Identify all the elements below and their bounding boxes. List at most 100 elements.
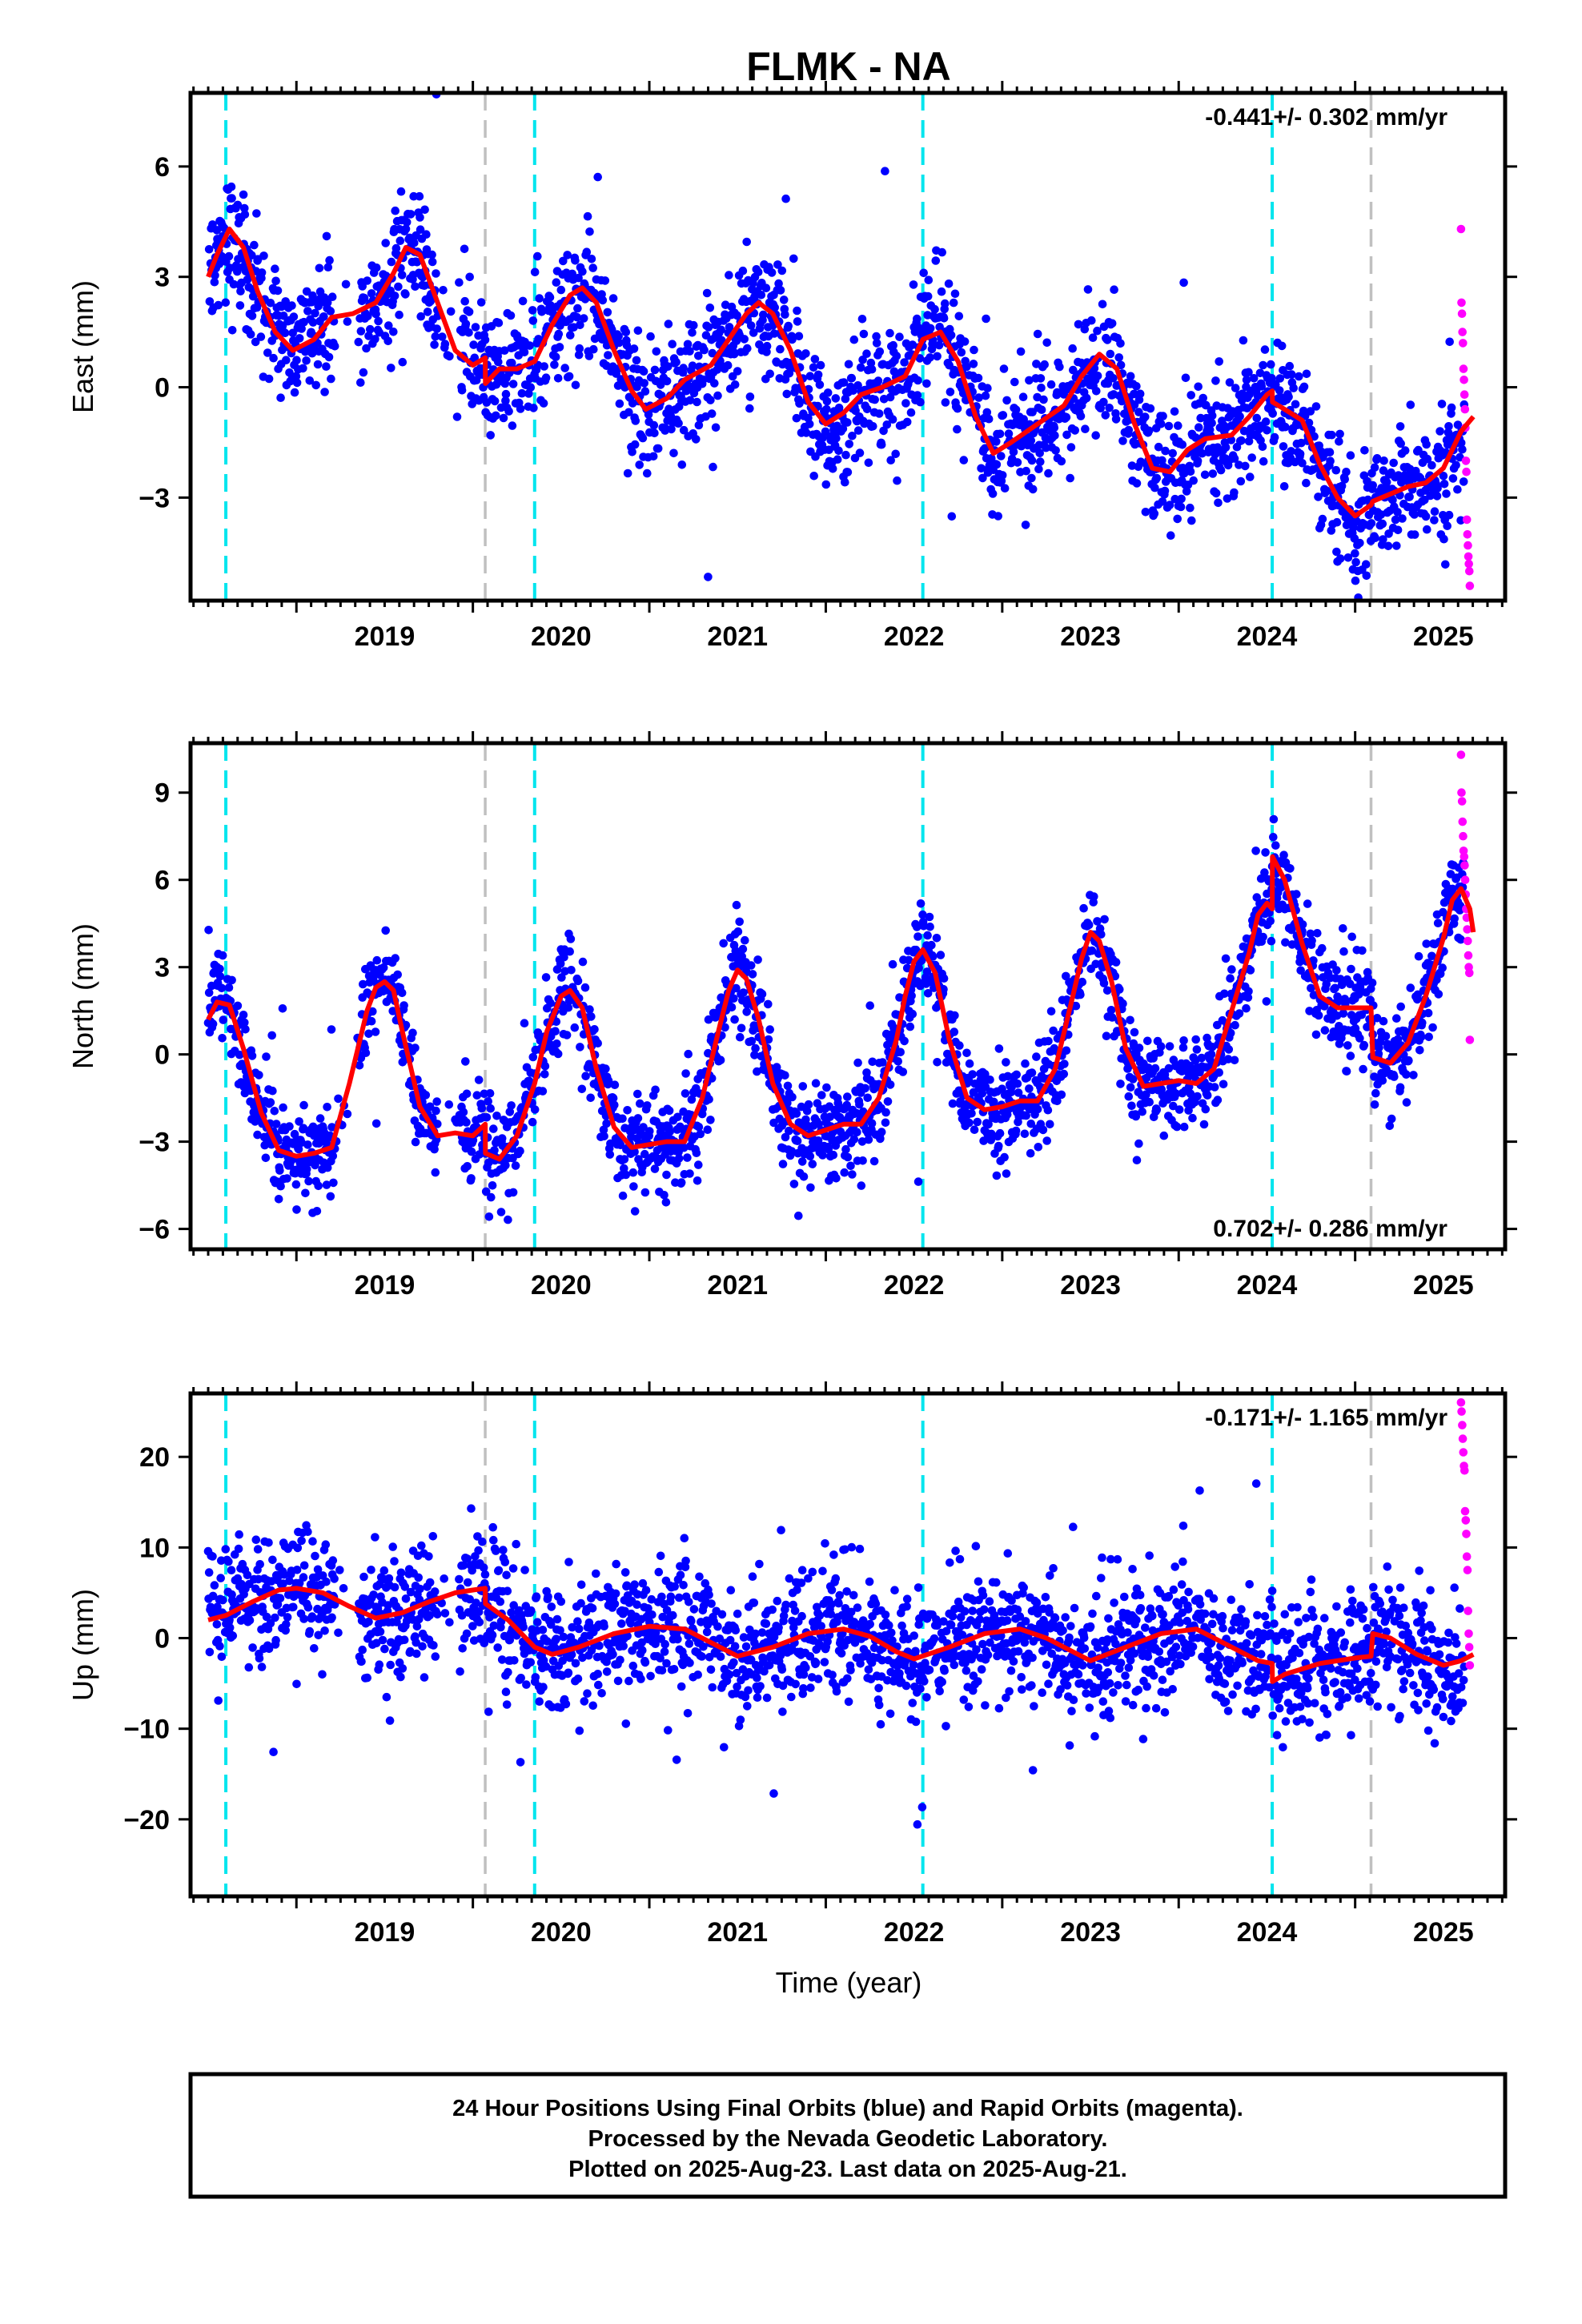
final-orbit-point bbox=[1343, 1041, 1352, 1050]
final-orbit-point bbox=[227, 194, 236, 203]
final-orbit-point bbox=[711, 423, 721, 432]
final-orbit-point bbox=[490, 1146, 499, 1155]
final-orbit-point bbox=[205, 1647, 215, 1657]
final-orbit-point bbox=[982, 408, 992, 417]
final-orbit-point bbox=[1022, 466, 1030, 476]
final-orbit-point bbox=[1181, 373, 1191, 383]
final-orbit-point bbox=[290, 388, 299, 397]
final-orbit-point bbox=[823, 388, 833, 397]
final-orbit-points bbox=[203, 1479, 1469, 1829]
rapid-orbit-point bbox=[1456, 750, 1466, 759]
final-orbit-point bbox=[1109, 374, 1118, 383]
final-orbit-point bbox=[1186, 503, 1195, 513]
final-orbit-point bbox=[1111, 415, 1121, 424]
final-orbit-point bbox=[602, 1119, 611, 1128]
final-orbit-point bbox=[1050, 423, 1059, 432]
final-orbit-point bbox=[1049, 1026, 1058, 1035]
final-orbit-point bbox=[941, 398, 950, 407]
final-orbit-point bbox=[1415, 1046, 1424, 1055]
final-orbit-point bbox=[1368, 480, 1377, 490]
x-tick-label: 2023 bbox=[1060, 621, 1121, 652]
final-orbit-point bbox=[299, 364, 307, 373]
final-orbit-point bbox=[467, 1147, 476, 1156]
final-orbit-point bbox=[1022, 1111, 1030, 1120]
final-orbit-point bbox=[789, 254, 798, 263]
final-orbit-point bbox=[1141, 508, 1150, 517]
final-orbit-point bbox=[1326, 456, 1335, 465]
final-orbit-point bbox=[327, 1025, 336, 1034]
final-orbit-point bbox=[1188, 1113, 1197, 1123]
final-orbit-point bbox=[858, 1156, 867, 1165]
final-orbit-point bbox=[372, 955, 382, 965]
final-orbit-point bbox=[217, 983, 227, 993]
final-orbit-point bbox=[247, 312, 257, 320]
final-orbit-point bbox=[649, 420, 659, 430]
x-tick-label: 2019 bbox=[355, 621, 416, 652]
final-orbit-point bbox=[322, 231, 331, 241]
final-orbit-point bbox=[1199, 1120, 1209, 1129]
final-orbit-point bbox=[848, 1170, 857, 1179]
final-orbit-point bbox=[769, 329, 779, 338]
final-orbit-point bbox=[319, 312, 328, 321]
final-orbit-point bbox=[757, 989, 767, 999]
final-orbit-point bbox=[401, 290, 410, 299]
final-orbit-point bbox=[1284, 392, 1293, 401]
final-orbit-point bbox=[218, 951, 227, 960]
final-orbit-point bbox=[218, 1034, 227, 1043]
final-orbit-point bbox=[745, 392, 755, 401]
final-orbit-point bbox=[1118, 396, 1126, 406]
final-orbit-point bbox=[391, 954, 400, 963]
final-orbit-point bbox=[528, 1052, 538, 1062]
final-orbit-point bbox=[994, 1141, 1003, 1151]
final-orbit-point bbox=[401, 224, 411, 234]
final-orbit-point bbox=[832, 433, 841, 443]
final-orbit-point bbox=[1186, 391, 1195, 400]
final-orbit-point bbox=[1448, 884, 1457, 894]
final-orbit-point bbox=[1252, 413, 1262, 423]
final-orbit-point bbox=[614, 332, 623, 341]
final-orbit-point bbox=[291, 1180, 301, 1189]
final-orbit-point bbox=[1393, 525, 1403, 535]
final-orbit-point bbox=[913, 932, 922, 941]
final-orbit-point bbox=[488, 1181, 497, 1190]
rapid-orbit-point bbox=[1465, 1035, 1475, 1044]
final-orbit-point bbox=[359, 979, 367, 989]
final-orbit-point bbox=[354, 337, 363, 347]
final-orbit-point bbox=[1327, 430, 1336, 440]
final-orbit-point bbox=[1066, 473, 1074, 483]
final-orbit-point bbox=[788, 1092, 797, 1102]
final-orbit-point bbox=[1070, 426, 1079, 435]
final-orbit-point bbox=[557, 973, 566, 982]
final-orbit-point bbox=[1266, 916, 1275, 926]
final-orbit-point bbox=[1186, 467, 1195, 476]
final-orbit-point bbox=[1342, 468, 1351, 476]
final-orbit-point bbox=[774, 279, 783, 288]
final-orbit-point bbox=[677, 460, 687, 469]
final-orbit-point bbox=[1402, 1070, 1411, 1079]
final-orbit-point bbox=[1456, 935, 1465, 944]
final-orbit-point bbox=[1453, 485, 1462, 494]
final-orbit-point bbox=[539, 399, 548, 408]
final-orbit-point bbox=[393, 970, 403, 979]
final-orbit-point bbox=[343, 1109, 352, 1119]
final-orbit-point bbox=[795, 399, 804, 408]
rapid-orbit-point bbox=[1462, 467, 1471, 476]
final-orbit-point bbox=[767, 268, 777, 277]
final-orbit-point bbox=[886, 456, 895, 464]
final-orbit-point bbox=[664, 320, 673, 328]
final-orbit-point bbox=[938, 247, 946, 257]
final-orbit-point bbox=[1200, 470, 1210, 480]
final-orbit-point bbox=[1116, 1080, 1125, 1088]
final-orbit-point bbox=[497, 1134, 507, 1143]
final-orbit-point bbox=[1066, 443, 1076, 452]
final-orbit-point bbox=[572, 312, 582, 322]
final-orbit-point bbox=[487, 1192, 496, 1202]
final-orbit-point bbox=[1226, 974, 1235, 983]
final-orbit-point bbox=[1227, 965, 1236, 974]
final-orbit-point bbox=[781, 1132, 790, 1142]
final-orbit-point bbox=[849, 335, 859, 344]
final-orbit-point bbox=[1138, 1107, 1146, 1116]
final-orbit-point bbox=[1381, 1031, 1391, 1041]
final-orbit-point bbox=[1423, 1008, 1433, 1018]
final-orbit-point bbox=[520, 348, 529, 357]
